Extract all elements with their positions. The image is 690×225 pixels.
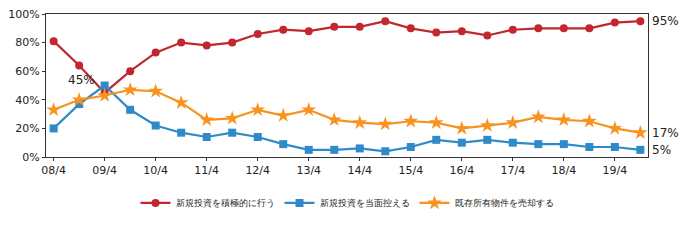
svg-text:60%: 60% [15, 65, 39, 78]
svg-text:11/4: 11/4 [194, 164, 219, 177]
svg-text:19/4: 19/4 [602, 164, 627, 177]
svg-text:95%: 95% [652, 14, 679, 28]
svg-text:新規投資を当面控える: 新規投資を当面控える [320, 198, 410, 208]
svg-text:0%: 0% [22, 151, 39, 164]
svg-text:16/4: 16/4 [449, 164, 474, 177]
svg-text:09/4: 09/4 [92, 164, 117, 177]
svg-text:10/4: 10/4 [143, 164, 168, 177]
svg-text:新規投資を積極的に行う: 新規投資を積極的に行う [176, 198, 275, 208]
svg-text:40%: 40% [15, 94, 39, 107]
svg-text:80%: 80% [15, 36, 39, 49]
svg-text:12/4: 12/4 [245, 164, 270, 177]
svg-text:17%: 17% [652, 126, 679, 140]
svg-text:既存所有物件を売却する: 既存所有物件を売却する [455, 198, 554, 208]
svg-text:100%: 100% [8, 8, 39, 21]
svg-text:5%: 5% [652, 143, 671, 157]
svg-text:14/4: 14/4 [347, 164, 372, 177]
svg-text:08/4: 08/4 [41, 164, 66, 177]
svg-text:20%: 20% [15, 122, 39, 135]
svg-text:15/4: 15/4 [398, 164, 423, 177]
svg-text:17/4: 17/4 [500, 164, 525, 177]
svg-text:45%: 45% [68, 73, 95, 87]
svg-text:13/4: 13/4 [296, 164, 321, 177]
svg-text:18/4: 18/4 [551, 164, 576, 177]
